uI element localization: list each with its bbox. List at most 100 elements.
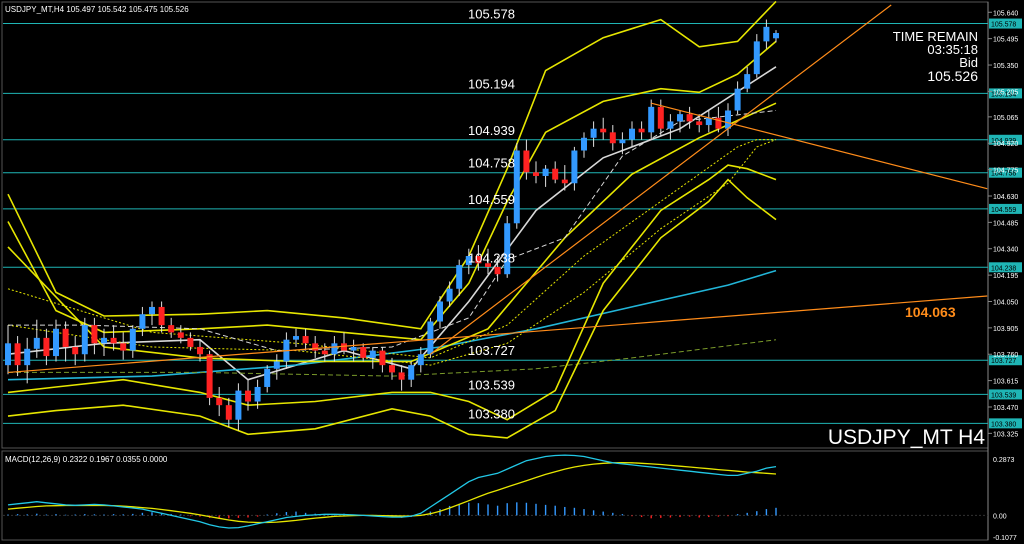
candle-body	[686, 114, 693, 122]
level-axis-label: 105.194	[991, 91, 1016, 98]
level-label: 105.578	[468, 7, 515, 22]
level-axis-marker	[989, 262, 1022, 273]
candle-body	[542, 168, 549, 176]
candle-body	[5, 343, 11, 366]
macd-indicator: 0.2873 0.00 -0.1077	[3, 454, 1017, 542]
candle-body	[398, 372, 405, 380]
trendline-value-label: 104.063	[905, 304, 956, 320]
y-tick-label: 105.065	[993, 115, 1018, 122]
price-axis: 105.640 105.495 105.350 105.205 105.065 104.9…	[988, 10, 1018, 438]
indicator-line	[7, 40, 777, 341]
candle-body	[417, 354, 424, 366]
candle-body	[696, 121, 703, 126]
y-tick-label: 103.905	[993, 326, 1018, 333]
symbol-watermark: USDJPY_MT H4	[828, 426, 985, 449]
y-tick-label: 103.325	[993, 431, 1018, 438]
macd-tick-label: 0.2873	[993, 457, 1015, 464]
candle-body	[408, 365, 415, 380]
candle-body	[14, 343, 21, 366]
candle-body	[149, 306, 155, 315]
candle-body	[53, 328, 59, 357]
candle-body	[331, 343, 338, 355]
level-axis-marker	[989, 355, 1022, 366]
y-tick-label: 105.640	[993, 10, 1018, 17]
candle-body	[773, 33, 779, 39]
y-tick-label: 105.350	[993, 63, 1018, 70]
macd-tick-label: 0.00	[993, 513, 1007, 520]
indicator-line	[7, 269, 777, 381]
candle-body	[101, 337, 107, 344]
candle-body	[139, 314, 146, 329]
y-tick-label: 104.050	[993, 299, 1018, 306]
candle-body	[110, 337, 117, 344]
candle-body	[677, 114, 683, 122]
time-remain-title: TIME REMAIN	[893, 29, 978, 44]
level-axis-label: 103.727	[991, 358, 1016, 365]
level-axis-marker	[989, 167, 1022, 178]
level-label: 103.539	[468, 377, 515, 392]
candle-body	[129, 328, 136, 351]
indicator-line	[8, 110, 777, 352]
level-label: 105.194	[468, 76, 515, 91]
candle-body	[590, 128, 597, 138]
level-label: 104.559	[468, 192, 515, 207]
candle-body	[446, 288, 453, 302]
candle-body	[389, 365, 395, 373]
candle-body	[705, 117, 712, 126]
candle-body	[609, 132, 616, 144]
candle-body	[62, 328, 69, 347]
y-tick-label: 103.760	[993, 352, 1018, 359]
macd-main-line	[7, 454, 777, 529]
level-axis-label: 104.238	[991, 265, 1016, 272]
candle-body	[81, 325, 88, 355]
candle-body	[312, 343, 319, 351]
candle-body	[264, 368, 271, 387]
candle-body	[187, 337, 194, 347]
y-tick-label: 105.205	[993, 89, 1018, 96]
candle-body	[273, 361, 280, 369]
level-label: 103.380	[468, 406, 515, 421]
candle-body	[753, 41, 760, 75]
candle-body	[369, 350, 376, 358]
indicator-line	[7, 164, 777, 421]
level-axis-marker	[989, 389, 1022, 400]
y-tick-label: 104.195	[993, 273, 1018, 280]
bid-label: Bid	[959, 55, 978, 70]
level-axis-marker	[989, 203, 1022, 214]
candle-body	[552, 168, 559, 180]
candle-body	[216, 397, 223, 406]
candle-body	[619, 139, 626, 144]
level-axis-marker	[989, 18, 1022, 29]
candle-body	[504, 223, 511, 275]
level-axis-label: 104.559	[991, 207, 1016, 214]
candle-body	[225, 405, 232, 420]
y-tick-label: 104.485	[993, 220, 1018, 227]
macd-signal-line	[7, 461, 777, 524]
candle-body	[475, 256, 482, 264]
candle-body	[638, 128, 645, 133]
candle-body	[667, 121, 674, 129]
candle-body	[427, 321, 434, 355]
level-axis-marker	[989, 134, 1022, 145]
candle-body	[321, 350, 328, 355]
macd-tick-label: -0.1077	[993, 535, 1017, 542]
candle-body	[197, 346, 203, 355]
candle-body	[120, 343, 127, 351]
y-tick-label: 103.470	[993, 405, 1018, 412]
trendline	[430, 4, 892, 355]
candle-body	[293, 336, 299, 340]
candle-body	[43, 337, 50, 357]
candle-body	[629, 128, 635, 140]
indicator-line	[7, 139, 777, 366]
candle-body	[33, 337, 40, 349]
level-axis-label: 103.380	[991, 421, 1016, 428]
candle-body	[360, 346, 367, 358]
candle-body	[561, 179, 568, 184]
candle-body	[24, 348, 31, 366]
candle-body	[725, 110, 731, 129]
level-labels: 105.578105.578105.194105.194104.939104.9…	[468, 7, 1022, 429]
indicator-line	[7, 0, 777, 330]
candle-body	[254, 386, 261, 402]
candle-body	[341, 343, 347, 351]
